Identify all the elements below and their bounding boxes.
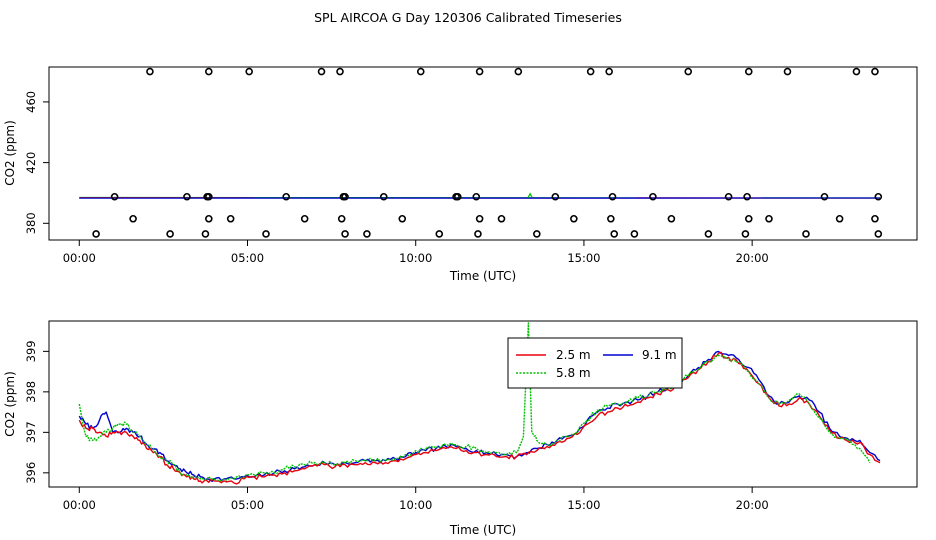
calibration-point [667, 214, 676, 223]
top-x-tick-label: 10:00 [399, 251, 432, 265]
calibration-point [741, 230, 750, 238]
calibration-point [744, 214, 753, 223]
calibration-point [337, 214, 346, 223]
legend-box [507, 337, 683, 389]
bottom-x-axis-label: Time (UTC) [449, 523, 516, 537]
bottom-x-tick-label: 15:00 [567, 498, 600, 512]
calibration-point [586, 67, 595, 76]
series-line-5-8-m [78, 322, 871, 482]
calibration-point [453, 192, 462, 201]
calibration-point [341, 230, 349, 238]
calibration-point [416, 67, 425, 76]
bottom-y-tick-label: 398 [24, 381, 38, 403]
bottom-panel: CO2 (ppm) Time (UTC) 00:00 05:00 10:00 15:0… [3, 320, 918, 537]
calibration-point [282, 192, 290, 201]
calibration-point [649, 192, 657, 201]
calibration-point [205, 192, 213, 201]
series-line-9-1-m [78, 350, 881, 482]
calibration-point [783, 67, 792, 76]
calibration-point [205, 67, 213, 76]
calibration-point [743, 192, 751, 201]
calibration-point [835, 214, 844, 223]
top-x-tick-label: 05:00 [231, 251, 264, 265]
calibration-point [472, 192, 481, 201]
calibration-point [551, 192, 560, 201]
top-y-axis-label: CO2 (ppm) [3, 120, 17, 186]
calibration-point [201, 230, 210, 238]
calibration-point [129, 214, 137, 223]
calibration-point [744, 67, 753, 76]
calibration-point [684, 67, 693, 76]
calibration-point [802, 230, 810, 238]
calibration-point [379, 192, 388, 201]
calibration-point [497, 214, 506, 223]
calibration-point [871, 67, 879, 76]
bottom-x-tick-label: 00:00 [63, 498, 96, 512]
legend-label-9-1m: 9.1 m [642, 348, 677, 362]
figure-title: SPL AIRCOA G Day 120306 Calibrated Times… [314, 10, 622, 25]
calibration-point [608, 192, 617, 201]
bottom-plot-frame [48, 320, 918, 488]
bottom-y-tick-label: 397 [24, 421, 38, 443]
calibration-point [475, 214, 484, 223]
legend-label-2-5m: 2.5 m [556, 348, 591, 362]
top-x-axis-label: Time (UTC) [449, 269, 516, 283]
bottom-y-tick-label: 399 [24, 340, 38, 362]
calibration-point [262, 230, 270, 238]
calibration-point [820, 192, 829, 201]
calibration-point [874, 230, 883, 238]
top-y-tick-label: 380 [24, 212, 38, 234]
calibration-point [724, 192, 733, 201]
calibration-point [317, 67, 326, 76]
calibration-point [630, 230, 639, 238]
calibration-point [871, 214, 879, 223]
calibration-point [607, 214, 615, 223]
calibration-point [398, 214, 407, 223]
calibration-point [183, 192, 191, 201]
calibration-point [570, 214, 578, 223]
calibration-point [226, 214, 235, 223]
calibration-point [336, 67, 344, 76]
calibration-point [363, 230, 371, 238]
calibration-point [474, 230, 482, 238]
calibration-point [300, 214, 309, 223]
top-x-tick-label: 20:00 [736, 251, 769, 265]
bottom-x-tick-label: 05:00 [231, 498, 264, 512]
calibration-point [205, 214, 213, 223]
bottom-x-tick-label: 20:00 [736, 498, 769, 512]
calibration-point [605, 67, 613, 76]
legend-label-5-8m: 5.8 m [556, 366, 591, 380]
calibration-point [514, 67, 523, 76]
calibration-point [110, 192, 119, 201]
top-y-tick-label: 420 [24, 152, 38, 174]
calibration-point [435, 230, 444, 238]
top-plot-frame [48, 66, 918, 241]
calibration-point [475, 67, 484, 76]
calibration-point [92, 230, 100, 238]
top-y-tick-label: 460 [24, 91, 38, 113]
calibration-point [765, 214, 773, 223]
series-line-2-5-m [78, 351, 881, 485]
legend: 2.5 m 5.8 m 9.1 m [507, 337, 683, 389]
calibration-point [533, 230, 541, 238]
calibration-point [852, 67, 861, 76]
bottom-y-tick-label: 396 [24, 462, 38, 484]
top-panel: CO2 (ppm) Time (UTC) 00:00 05:00 10:00 15:0… [3, 66, 918, 283]
bottom-x-tick-label: 10:00 [399, 498, 432, 512]
top-x-tick-label: 00:00 [63, 251, 96, 265]
top-series-line [79, 196, 880, 199]
calibration-point [874, 192, 883, 201]
calibration-point [341, 192, 349, 201]
top-series-spike [527, 192, 533, 198]
calibration-point [245, 67, 253, 76]
calibration-point [704, 230, 713, 238]
top-x-tick-label: 15:00 [567, 251, 600, 265]
calibration-point [610, 230, 619, 238]
calibration-point [146, 67, 154, 76]
calibration-point [166, 230, 174, 238]
bottom-y-axis-label: CO2 (ppm) [3, 371, 17, 437]
